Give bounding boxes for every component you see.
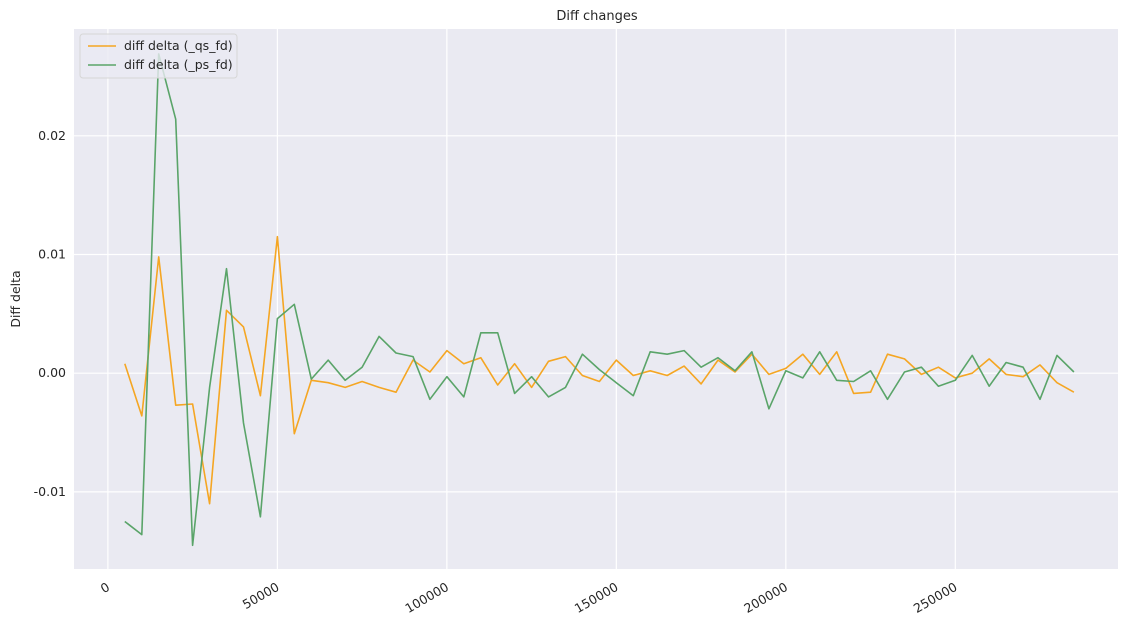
grid-lines (74, 29, 1118, 569)
y-tick-label: 0.01 (38, 246, 66, 261)
legend-label-ps: diff delta (_ps_fd) (124, 57, 233, 72)
x-tick-label: 150000 (572, 579, 621, 616)
y-tick-label: 0.00 (38, 365, 66, 380)
series-layer (124, 53, 1075, 547)
x-tick-label: 0 (98, 579, 112, 596)
y-axis-label: Diff delta (8, 270, 23, 327)
legend-box (79, 33, 238, 79)
series-line-1 (124, 53, 1075, 547)
y-tick-label: 0.02 (38, 128, 66, 143)
x-tick-labels: 0 50000 100000 150000 200000 250000 (98, 579, 960, 616)
chart-title: Diff changes (556, 9, 638, 24)
legend-label-qs: diff delta (_qs_fd) (124, 38, 233, 53)
x-tick-label: 50000 (240, 579, 282, 612)
legend: diff delta (_qs_fd) diff delta (_ps_fd) (79, 33, 238, 79)
plot-area (74, 29, 1118, 569)
x-tick-label: 200000 (741, 579, 790, 616)
x-tick-label: 100000 (402, 579, 451, 616)
y-tick-label: -0.01 (34, 484, 66, 499)
x-tick-label: 250000 (911, 579, 960, 616)
y-tick-labels: -0.01 0.00 0.01 0.02 (34, 128, 66, 499)
